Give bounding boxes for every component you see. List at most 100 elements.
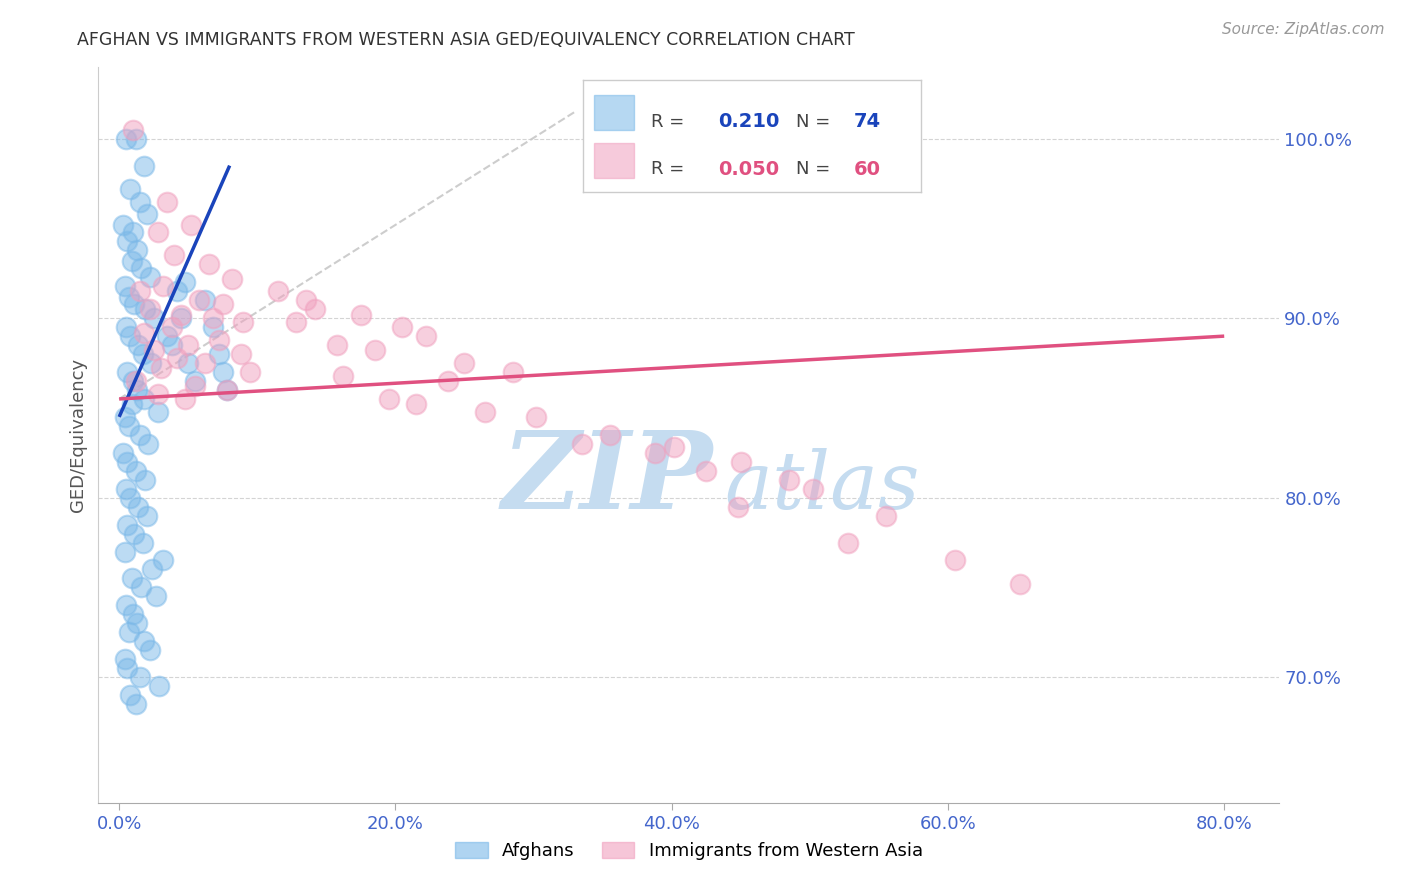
Point: [121, 397, 143, 411]
Point: [135, 207, 157, 221]
Text: Source: ZipAtlas.com: Source: ZipAtlas.com: [1222, 22, 1385, 37]
Point: [184, 379, 207, 393]
Point: [141, 562, 163, 576]
Point: [124, 526, 146, 541]
Point: [145, 590, 167, 604]
Point: [194, 293, 217, 308]
Point: [128, 194, 150, 209]
Point: [139, 356, 162, 370]
Point: [198, 257, 221, 271]
Point: [134, 302, 156, 317]
Point: [524, 409, 547, 424]
Text: R =: R =: [651, 161, 685, 178]
Point: [326, 338, 349, 352]
Point: [152, 553, 174, 567]
Point: [177, 356, 200, 370]
Point: [221, 271, 243, 285]
Point: [142, 343, 165, 358]
Point: [128, 285, 150, 299]
Point: [778, 473, 800, 487]
Text: R =: R =: [651, 112, 685, 130]
Point: [202, 311, 225, 326]
Point: [148, 679, 170, 693]
Point: [211, 365, 233, 379]
Text: N =: N =: [796, 112, 831, 130]
Point: [149, 361, 172, 376]
Text: N =: N =: [796, 161, 831, 178]
Point: [122, 607, 145, 622]
Point: [127, 500, 149, 514]
Point: [211, 297, 233, 311]
Point: [239, 365, 262, 379]
Point: [474, 404, 496, 418]
Point: [332, 368, 354, 383]
Point: [229, 347, 252, 361]
Point: [138, 269, 160, 284]
Point: [132, 392, 155, 406]
Point: [118, 625, 141, 640]
Point: [135, 508, 157, 523]
Point: [174, 275, 197, 289]
Point: [114, 409, 136, 424]
Point: [453, 356, 475, 370]
Point: [128, 670, 150, 684]
Point: [120, 329, 142, 343]
Point: [207, 347, 229, 361]
Point: [405, 397, 427, 411]
Point: [134, 473, 156, 487]
Point: [184, 374, 207, 388]
Point: [166, 285, 188, 299]
Point: [114, 278, 136, 293]
Point: [122, 374, 145, 388]
Point: [194, 356, 217, 370]
Point: [127, 616, 149, 631]
Point: [138, 302, 160, 317]
Point: [131, 535, 153, 549]
Point: [350, 308, 373, 322]
Point: [146, 225, 169, 239]
Bar: [593, 143, 634, 178]
Point: [120, 182, 142, 196]
Point: [207, 333, 229, 347]
Text: ZIP: ZIP: [501, 426, 713, 532]
Point: [644, 446, 666, 460]
Point: [117, 234, 139, 248]
Point: [180, 218, 202, 232]
Point: [801, 482, 824, 496]
Point: [1008, 577, 1031, 591]
Point: [118, 290, 141, 304]
Text: atlas: atlas: [724, 448, 920, 525]
Point: [120, 491, 142, 505]
Point: [120, 688, 142, 702]
Bar: [593, 95, 634, 130]
Point: [177, 338, 200, 352]
Point: [124, 297, 146, 311]
Point: [156, 329, 179, 343]
Point: [122, 122, 145, 136]
Point: [215, 383, 238, 397]
Point: [152, 278, 174, 293]
Point: [232, 315, 254, 329]
Point: [174, 392, 197, 406]
Point: [437, 374, 460, 388]
Point: [115, 599, 138, 613]
Point: [132, 634, 155, 648]
Y-axis label: GED/Equivalency: GED/Equivalency: [69, 358, 87, 512]
Text: 0.210: 0.210: [718, 112, 780, 131]
Text: 0.050: 0.050: [718, 160, 779, 179]
Point: [875, 508, 897, 523]
Point: [129, 260, 152, 275]
Point: [114, 652, 136, 666]
Point: [117, 517, 139, 532]
Point: [117, 365, 139, 379]
Point: [695, 464, 717, 478]
Point: [121, 253, 143, 268]
Point: [142, 311, 165, 326]
Point: [415, 329, 437, 343]
Point: [125, 374, 148, 388]
Point: [727, 500, 749, 514]
Point: [125, 131, 148, 145]
Point: [599, 427, 621, 442]
Text: 60: 60: [853, 160, 880, 179]
Point: [664, 441, 686, 455]
